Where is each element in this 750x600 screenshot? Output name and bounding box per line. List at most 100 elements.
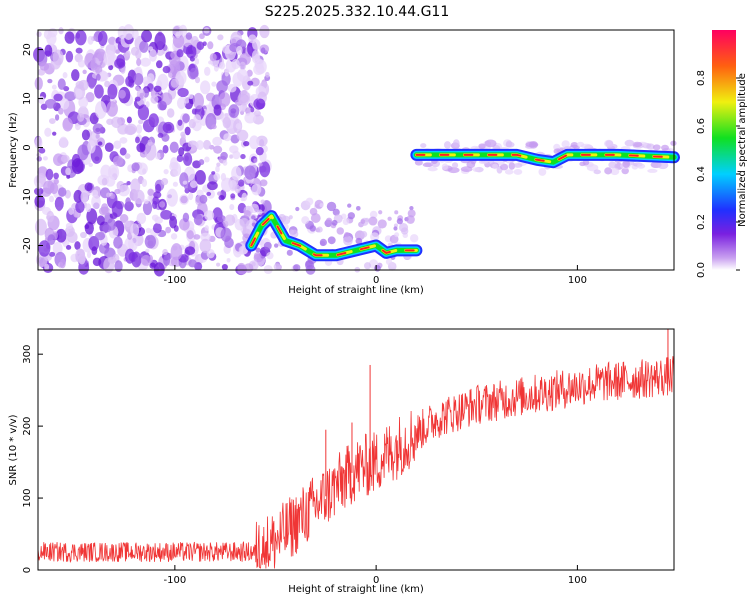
spectrogram-noise-blob	[45, 168, 54, 181]
spectrogram-noise-blob	[360, 219, 366, 224]
spectrogram-noise-blob	[162, 145, 169, 154]
spectrogram-noise-blob	[243, 140, 250, 147]
spectrogram-noise-blob	[126, 116, 132, 124]
spectrogram-noise-blob	[316, 226, 323, 233]
spectrogram-noise-blob	[452, 139, 460, 147]
spectrogram-noise-blob	[286, 249, 293, 256]
spectrogram-noise-blob	[97, 141, 103, 146]
spectrogram-noise-blob	[246, 69, 253, 77]
spectrogram-noise-blob	[355, 237, 363, 245]
spectrogram-noise-blob	[239, 217, 249, 228]
spectrogram-noise-blob	[256, 135, 268, 147]
spectrogram-noise-blob	[305, 197, 314, 206]
ridge-lower-peak	[250, 214, 418, 257]
spectrogram-noise-blob	[64, 91, 77, 101]
spectrogram-noise-blob	[111, 116, 122, 129]
spectrogram-noise-blob	[216, 162, 221, 167]
spectrogram-noise-blob	[234, 184, 241, 194]
spectrogram-noise-blob	[222, 160, 228, 166]
spectrogram-noise-blob	[53, 93, 63, 102]
spectrogram-y-tick-label: 10	[22, 92, 33, 105]
spectrogram-noise-blob	[62, 117, 73, 132]
spectrogram-noise-blob	[232, 150, 241, 160]
spectrogram-noise-blob	[95, 73, 101, 81]
spectrogram-noise-blob	[244, 165, 257, 180]
spectrogram-noise-blob	[189, 180, 198, 188]
spectrogram-noise-blob	[114, 188, 121, 195]
spectrogram-noise-blob	[374, 264, 381, 272]
spectrogram-x-tick-label: 0	[373, 275, 379, 286]
spectrogram-noise-blob	[130, 178, 141, 194]
spectrogram-noise-blob	[47, 234, 56, 246]
spectrogram-noise-blob	[443, 141, 451, 149]
spectrogram-noise-blob	[140, 57, 151, 67]
spectrogram-noise-blob	[56, 206, 62, 212]
spectral-ridge	[245, 148, 680, 262]
spectrogram-noise-blob	[98, 242, 110, 254]
spectrogram-noise-blob	[125, 123, 137, 135]
spectrogram-noise-blob	[204, 66, 211, 76]
spectrogram-noise-blob	[229, 203, 235, 211]
spectrogram-noise-blob	[460, 166, 473, 172]
spectrogram-noise-blob	[92, 123, 104, 135]
spectrogram-noise-blob	[266, 252, 274, 260]
spectrogram-noise-blob	[118, 89, 126, 99]
spectrogram-noise-blob	[570, 141, 579, 149]
spectrogram-noise-blob	[111, 200, 123, 218]
spectrogram-noise-blob	[53, 172, 59, 180]
spectrogram-noise-blob	[133, 72, 144, 86]
spectrogram-noise-blob	[441, 163, 449, 170]
spectrogram-noise-blob	[184, 126, 191, 136]
spectrogram-noise-blob	[390, 262, 396, 268]
spectrogram-noise-blob	[169, 141, 179, 153]
ridge-upper-peak	[415, 153, 675, 164]
spectrogram-noise-blob	[227, 84, 237, 93]
spectrogram-noise-blob	[260, 199, 265, 204]
spectrogram-noise-blob	[71, 69, 80, 82]
spectrogram-noise-blob	[75, 47, 83, 54]
spectrogram-noise-blob	[165, 226, 172, 234]
spectrogram-noise-blob	[217, 191, 222, 196]
spectrogram-noise-blob	[82, 69, 87, 75]
spectrogram-noise-blob	[211, 124, 217, 130]
spectrogram-noise-blob	[153, 262, 165, 277]
spectrogram-noise-blob	[58, 187, 67, 197]
spectrogram-noise-blob	[88, 78, 96, 89]
snr-series-line	[37, 329, 675, 569]
spectrogram-noise-blob	[39, 62, 50, 71]
spectrogram-noise-blob	[288, 215, 293, 220]
spectrogram-noise-blob	[155, 183, 162, 194]
spectrogram-noise-blob	[189, 67, 199, 79]
spectrogram-noise-blob	[325, 217, 333, 224]
spectrogram-noise-blob	[88, 235, 100, 251]
spectrogram-noise-blob	[153, 85, 162, 93]
spectrogram-noise-blob	[134, 96, 141, 102]
spectrogram-noise-blob	[248, 34, 257, 44]
spectrogram-noise-blob	[182, 212, 190, 223]
spectrogram-noise-blob	[236, 68, 248, 82]
spectrogram-noise-blob	[86, 208, 98, 225]
spectrogram-noise-blob	[77, 112, 85, 122]
spectrogram-noise-blob	[172, 162, 182, 177]
spectrogram-noise-blob	[106, 50, 116, 60]
spectrogram-noise-blob	[224, 214, 236, 226]
spectrogram-noise-blob	[220, 151, 228, 160]
spectrogram-noise-blob	[196, 140, 204, 150]
spectrogram-x-tick-label: -100	[164, 275, 187, 286]
spectrogram-noise-blob	[342, 218, 350, 226]
spectrogram-noise-blob	[185, 32, 193, 40]
spectrogram-noise-blob	[87, 35, 94, 45]
spectrogram-noise-blob	[251, 183, 262, 196]
spectrogram-noise-blob	[604, 139, 614, 148]
spectrogram-noise-blob	[123, 220, 133, 230]
spectrogram-noise-blob	[130, 223, 140, 238]
spectrogram-noise-blob	[204, 210, 215, 221]
spectrogram-noise-blob	[255, 247, 261, 253]
spectrogram-noise-blob	[621, 167, 629, 175]
spectrogram-y-tick-label: -10	[22, 188, 33, 204]
spectrogram-noise-blob	[152, 223, 162, 234]
spectrogram-noise-blob	[91, 189, 99, 197]
spectrogram-noise-blob	[114, 260, 123, 273]
spectrogram-noise-blob	[231, 38, 237, 45]
spectrogram-noise-blob	[38, 95, 45, 104]
